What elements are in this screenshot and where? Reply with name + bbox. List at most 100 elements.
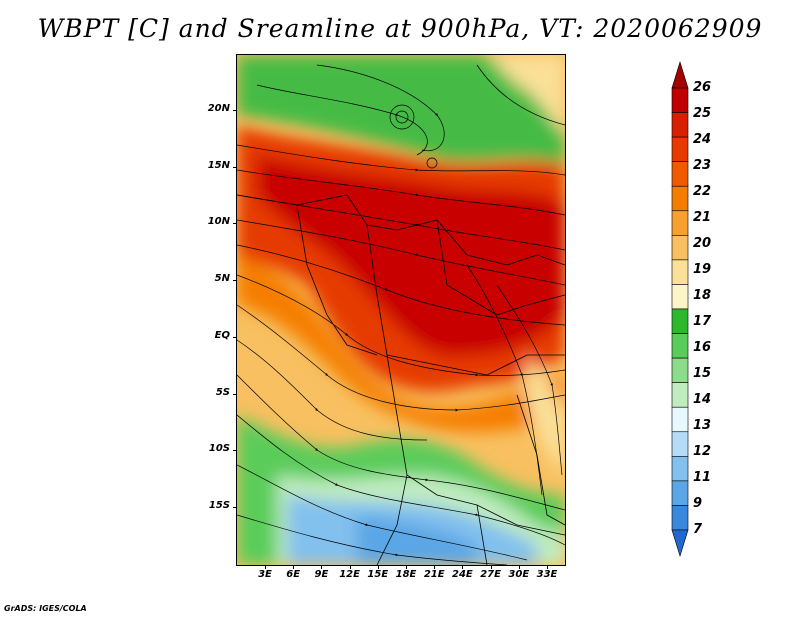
longitude-label: 18E xyxy=(395,569,417,580)
colorbar-segment xyxy=(671,308,689,334)
eastern-pale-strip xyxy=(527,355,565,475)
northern-pale-region xyxy=(487,55,565,135)
vortex-ring xyxy=(389,104,415,130)
colorbar-segment xyxy=(671,136,689,162)
hot-band-inner xyxy=(257,155,565,356)
colorbar-label: 7 xyxy=(693,522,703,537)
colorbar-label: 19 xyxy=(693,262,712,277)
streamline xyxy=(476,64,565,126)
streamline xyxy=(237,339,428,441)
latitude-label: EQ xyxy=(214,329,230,341)
colorbar-label: 25 xyxy=(693,106,712,121)
colorbar-segment xyxy=(671,333,689,359)
latitude-label: 20N xyxy=(207,103,230,114)
border-line xyxy=(476,504,488,565)
latitude-tick xyxy=(233,166,237,168)
colorbar-top-triangle xyxy=(671,60,689,89)
longitude-tick xyxy=(490,565,492,569)
longitude-label: 21E xyxy=(423,569,445,580)
colorbar-bottom-triangle xyxy=(671,529,689,558)
longitude-label: 30E xyxy=(508,569,530,580)
streamline xyxy=(237,144,565,176)
streamline xyxy=(316,64,445,152)
colorbar-segment xyxy=(671,382,689,408)
colorbar xyxy=(671,60,689,558)
streamline xyxy=(237,219,565,286)
streamline xyxy=(237,194,565,251)
colorbar-label: 14 xyxy=(693,392,712,407)
colorbar-segment xyxy=(671,112,689,138)
colorbar-label: 13 xyxy=(693,418,712,433)
longitude-tick xyxy=(547,565,548,569)
longitude-tick xyxy=(518,565,520,569)
longitude-label: 24E xyxy=(452,569,473,580)
wbpt-field xyxy=(237,55,565,565)
streamline xyxy=(237,514,508,565)
longitude-label: 6E xyxy=(286,569,301,580)
colorbar-segment xyxy=(671,431,689,457)
colorbar-label: 22 xyxy=(693,184,712,199)
latitude-label: 5N xyxy=(214,273,230,285)
colorbar-segment xyxy=(671,456,689,482)
vortex-ring xyxy=(426,157,438,169)
colorbar-segment xyxy=(671,87,689,113)
map-panel xyxy=(236,54,566,566)
longitude-tick xyxy=(377,565,379,569)
colorbar-label: 18 xyxy=(693,288,712,303)
latitude-label: 10S xyxy=(208,443,230,455)
map-title: WBPT [C] and Sreamline at 900hPa, VT: 20… xyxy=(37,14,763,43)
colorbar-segment xyxy=(671,210,689,236)
colorbar-segment xyxy=(671,505,689,531)
latitude-tick xyxy=(233,336,237,338)
colorbar-segment xyxy=(671,161,689,187)
longitude-tick xyxy=(406,565,407,569)
latitude-label: 10N xyxy=(207,216,230,228)
latitude-tick xyxy=(233,450,237,452)
colorbar-segment xyxy=(671,259,689,285)
latitude-tick xyxy=(233,223,237,225)
colorbar-label: 23 xyxy=(693,158,712,173)
border-line xyxy=(516,394,565,526)
colorbar-label: 12 xyxy=(693,444,712,459)
longitude-tick xyxy=(265,565,266,569)
colorbar-label: 17 xyxy=(693,314,712,329)
latitude-tick xyxy=(233,110,237,111)
colorbar-segment xyxy=(671,284,689,310)
latitude-tick xyxy=(233,506,237,508)
colorbar-label: 21 xyxy=(693,210,712,225)
vortex-ring xyxy=(395,110,409,124)
streamlines xyxy=(237,64,565,565)
colorbar-label: 24 xyxy=(693,132,712,147)
longitude-label: 33E xyxy=(536,569,558,580)
latitude-label: 15S xyxy=(208,499,230,511)
colorbar-segment xyxy=(671,480,689,506)
colorbar-segment xyxy=(671,185,689,212)
colorbar-label: 15 xyxy=(693,366,712,381)
colorbar-label: 26 xyxy=(693,80,712,95)
longitude-tick xyxy=(321,565,323,569)
longitude-tick xyxy=(293,565,295,569)
southern-blue-core xyxy=(357,515,477,565)
longitude-label: 9E xyxy=(314,569,329,580)
longitude-tick xyxy=(462,565,464,569)
latitude-label: 5S xyxy=(215,386,230,398)
streamline xyxy=(237,304,565,412)
latitude-tick xyxy=(233,393,237,395)
colorbar-segment xyxy=(671,357,689,383)
longitude-label: 15E xyxy=(367,569,389,580)
streamline xyxy=(466,264,543,496)
longitude-label: 27E xyxy=(480,569,501,580)
border-line xyxy=(436,219,565,316)
streamline xyxy=(237,414,565,546)
colorbar-label: 9 xyxy=(693,496,703,511)
streamline xyxy=(237,244,565,326)
colorbar-label: 16 xyxy=(693,340,712,355)
streamline xyxy=(237,274,565,377)
longitude-tick xyxy=(434,565,436,569)
streamline xyxy=(496,284,563,476)
colorbar-segment xyxy=(671,235,689,261)
streamline xyxy=(237,374,565,511)
streamline xyxy=(237,169,565,216)
longitude-label: 12E xyxy=(339,569,360,580)
colorbar-label: 11 xyxy=(693,470,712,485)
